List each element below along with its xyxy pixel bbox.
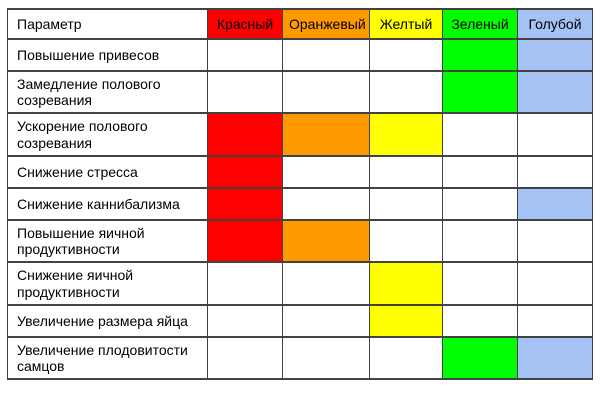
- param-cell: Повышение привесов: [7, 38, 208, 72]
- table-row: Увеличение плодовитости самцов: [7, 335, 593, 381]
- empty-cell: [282, 261, 370, 306]
- empty-cell: [282, 186, 370, 221]
- empty-cell: [442, 218, 518, 264]
- filled-cell: [207, 218, 283, 264]
- filled-cell: [207, 186, 283, 221]
- param-cell: Ускорение полового созревания: [7, 112, 208, 157]
- empty-cell: [369, 218, 443, 264]
- color-column-header-2: Желтый: [369, 8, 443, 40]
- table-row: Повышение привесов: [7, 38, 593, 72]
- empty-cell: [369, 69, 443, 115]
- filled-cell: [517, 186, 593, 221]
- param-cell: Снижение стресса: [7, 154, 208, 189]
- filled-cell: [207, 154, 283, 189]
- empty-cell: [207, 303, 283, 338]
- table-row: Снижение яичной продуктивности: [7, 261, 593, 306]
- empty-cell: [282, 154, 370, 189]
- color-column-header-0: Красный: [207, 8, 283, 40]
- filled-cell: [369, 303, 443, 338]
- empty-cell: [442, 154, 518, 189]
- filled-cell: [517, 335, 593, 381]
- filled-cell: [442, 69, 518, 115]
- filled-cell: [369, 112, 443, 157]
- empty-cell: [517, 154, 593, 189]
- parameters-color-table: Параметр Красный Оранжевый Желтый Зеленый Гол…: [7, 8, 593, 381]
- param-column-header: Параметр: [7, 8, 208, 40]
- table-row: Ускорение полового созревания: [7, 112, 593, 157]
- param-cell: Снижение яичной продуктивности: [7, 261, 208, 306]
- table-row: Снижение стресса: [7, 154, 593, 189]
- empty-cell: [282, 38, 370, 72]
- filled-cell: [442, 38, 518, 72]
- filled-cell: [282, 218, 370, 264]
- header-row: Параметр Красный Оранжевый Желтый Зеленый Гол…: [7, 8, 593, 40]
- table-row: Увеличение размера яйца: [7, 303, 593, 338]
- color-column-header-3: Зеленый: [442, 8, 518, 40]
- empty-cell: [207, 38, 283, 72]
- empty-cell: [282, 69, 370, 115]
- empty-cell: [517, 261, 593, 306]
- empty-cell: [369, 335, 443, 381]
- filled-cell: [369, 261, 443, 306]
- empty-cell: [442, 186, 518, 221]
- empty-cell: [282, 303, 370, 338]
- empty-cell: [517, 112, 593, 157]
- color-column-header-1: Оранжевый: [282, 8, 370, 40]
- empty-cell: [207, 335, 283, 381]
- table-row: Снижение каннибализма: [7, 186, 593, 221]
- empty-cell: [369, 154, 443, 189]
- param-cell: Увеличение плодовитости самцов: [7, 335, 208, 381]
- empty-cell: [207, 261, 283, 306]
- empty-cell: [282, 335, 370, 381]
- param-cell: Снижение каннибализма: [7, 186, 208, 221]
- table-header: Параметр Красный Оранжевый Желтый Зеленый Гол…: [7, 8, 593, 40]
- param-cell: Повышение яичной продуктивности: [7, 218, 208, 264]
- param-cell: Увеличение размера яйца: [7, 303, 208, 338]
- filled-cell: [442, 335, 518, 381]
- filled-cell: [517, 38, 593, 72]
- color-column-header-4: Голубой: [517, 8, 593, 40]
- empty-cell: [517, 218, 593, 264]
- table-body: Повышение привесов Замедление полового со…: [7, 38, 593, 381]
- table-row: Повышение яичной продуктивности: [7, 218, 593, 264]
- filled-cell: [517, 69, 593, 115]
- empty-cell: [369, 186, 443, 221]
- empty-cell: [369, 38, 443, 72]
- empty-cell: [207, 69, 283, 115]
- empty-cell: [517, 303, 593, 338]
- filled-cell: [282, 112, 370, 157]
- empty-cell: [442, 261, 518, 306]
- empty-cell: [442, 112, 518, 157]
- param-cell: Замедление полового созревания: [7, 69, 208, 115]
- empty-cell: [442, 303, 518, 338]
- filled-cell: [207, 112, 283, 157]
- table-row: Замедление полового созревания: [7, 69, 593, 115]
